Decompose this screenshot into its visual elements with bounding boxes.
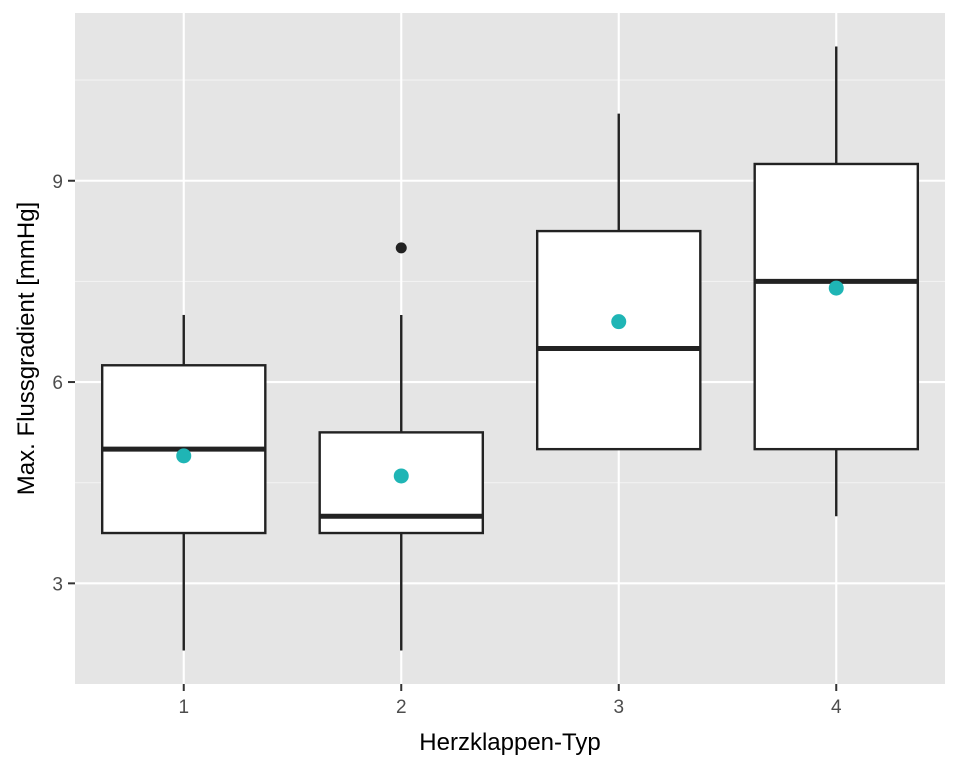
mean-point <box>828 280 844 296</box>
y-tick-label: 9 <box>52 172 63 193</box>
y-tick-label: 3 <box>52 574 63 595</box>
x-tick-label: 3 <box>613 697 624 718</box>
box-group-3 <box>535 113 702 451</box>
box-iqr <box>753 162 920 451</box>
box-group-2 <box>318 242 485 651</box>
y-tick-label: 6 <box>52 373 63 394</box>
mean-point <box>393 468 409 484</box>
box-group-1 <box>100 314 267 651</box>
y-axis-title: Max. Flussgradient [mmHg] <box>13 202 40 495</box>
box-iqr <box>535 229 702 451</box>
x-tick-label: 2 <box>396 697 407 718</box>
mean-point <box>176 448 192 464</box>
box-group-4 <box>753 46 920 517</box>
x-axis-title: Herzklappen-Typ <box>419 729 600 756</box>
boxes <box>100 46 920 651</box>
mean-point <box>611 314 627 330</box>
x-tick-label: 4 <box>831 697 842 718</box>
outlier-point <box>395 242 407 254</box>
x-tick-label: 1 <box>178 697 189 718</box>
